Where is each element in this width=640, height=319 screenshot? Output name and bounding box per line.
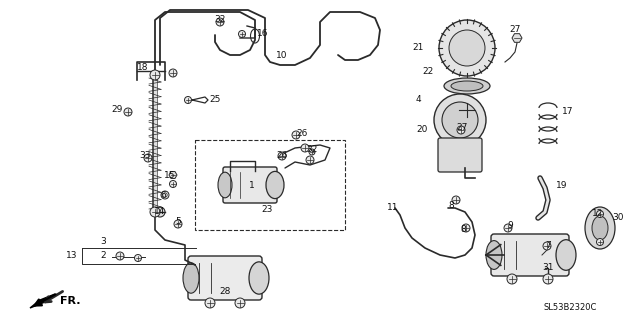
Text: 27: 27 — [509, 26, 521, 34]
Circle shape — [462, 224, 470, 232]
Text: 20: 20 — [416, 125, 428, 135]
Text: 8: 8 — [448, 201, 454, 210]
Bar — [195, 140, 345, 230]
FancyBboxPatch shape — [188, 256, 262, 300]
Text: 26: 26 — [276, 151, 288, 160]
Circle shape — [596, 239, 604, 246]
Text: 23: 23 — [261, 205, 273, 214]
Ellipse shape — [556, 240, 576, 270]
Circle shape — [134, 255, 141, 262]
Circle shape — [216, 18, 224, 26]
Polygon shape — [169, 172, 177, 178]
Ellipse shape — [218, 172, 232, 198]
FancyBboxPatch shape — [491, 234, 569, 276]
Text: 8: 8 — [460, 226, 466, 234]
Text: 10: 10 — [276, 50, 288, 60]
Circle shape — [439, 20, 495, 76]
Circle shape — [504, 224, 512, 232]
Text: 28: 28 — [220, 287, 230, 296]
Text: 29: 29 — [111, 106, 123, 115]
Circle shape — [150, 70, 160, 80]
Text: 7: 7 — [545, 241, 551, 249]
Circle shape — [184, 97, 191, 103]
Text: 21: 21 — [412, 43, 424, 53]
Circle shape — [205, 298, 215, 308]
Circle shape — [278, 152, 286, 160]
Text: 5: 5 — [175, 218, 181, 226]
Circle shape — [543, 242, 551, 250]
Text: 32: 32 — [214, 16, 226, 25]
Ellipse shape — [434, 94, 486, 146]
Circle shape — [449, 30, 485, 66]
Ellipse shape — [592, 216, 608, 240]
Circle shape — [144, 154, 152, 162]
Circle shape — [457, 126, 465, 134]
Text: 9: 9 — [507, 221, 513, 231]
Text: 2: 2 — [100, 251, 106, 261]
Circle shape — [174, 220, 182, 228]
Circle shape — [116, 252, 124, 260]
Circle shape — [239, 31, 246, 38]
Text: 17: 17 — [563, 108, 573, 116]
FancyBboxPatch shape — [223, 167, 277, 203]
Text: 1: 1 — [249, 181, 255, 189]
Circle shape — [543, 274, 553, 284]
Text: 4: 4 — [415, 95, 421, 105]
Circle shape — [124, 108, 132, 116]
Text: 15: 15 — [164, 170, 176, 180]
Circle shape — [507, 274, 517, 284]
Circle shape — [235, 298, 245, 308]
Text: 22: 22 — [422, 68, 434, 77]
Text: 33: 33 — [140, 151, 151, 160]
Ellipse shape — [455, 101, 479, 119]
FancyBboxPatch shape — [438, 138, 482, 172]
Text: 3: 3 — [100, 238, 106, 247]
Text: 26: 26 — [296, 129, 308, 137]
Text: 13: 13 — [67, 251, 77, 261]
Circle shape — [170, 181, 177, 188]
Text: 30: 30 — [612, 213, 624, 222]
Circle shape — [161, 191, 169, 199]
Polygon shape — [30, 294, 55, 308]
Ellipse shape — [444, 78, 490, 94]
Circle shape — [150, 207, 160, 217]
Text: 27: 27 — [456, 123, 468, 132]
Text: SL53B2320C: SL53B2320C — [543, 303, 596, 313]
Circle shape — [155, 207, 165, 217]
Ellipse shape — [585, 207, 615, 249]
Ellipse shape — [183, 263, 199, 293]
Text: 16: 16 — [257, 28, 269, 38]
Text: 14: 14 — [154, 206, 166, 216]
Polygon shape — [512, 34, 522, 42]
Circle shape — [452, 196, 460, 204]
Ellipse shape — [442, 102, 478, 138]
Text: 19: 19 — [556, 181, 568, 189]
Circle shape — [306, 156, 314, 164]
Text: 32: 32 — [307, 145, 317, 154]
Ellipse shape — [451, 81, 483, 91]
Text: 25: 25 — [209, 95, 221, 105]
Circle shape — [169, 69, 177, 77]
Ellipse shape — [266, 171, 284, 199]
Circle shape — [292, 131, 300, 139]
Circle shape — [596, 211, 604, 218]
Text: FR.: FR. — [60, 296, 81, 306]
Ellipse shape — [486, 241, 502, 270]
Text: 6: 6 — [160, 190, 166, 199]
Ellipse shape — [249, 262, 269, 294]
Text: 18: 18 — [137, 63, 148, 72]
Circle shape — [309, 149, 315, 155]
Text: 31: 31 — [542, 263, 554, 272]
Text: 12: 12 — [592, 209, 604, 218]
Text: 11: 11 — [387, 204, 399, 212]
Circle shape — [301, 144, 309, 152]
